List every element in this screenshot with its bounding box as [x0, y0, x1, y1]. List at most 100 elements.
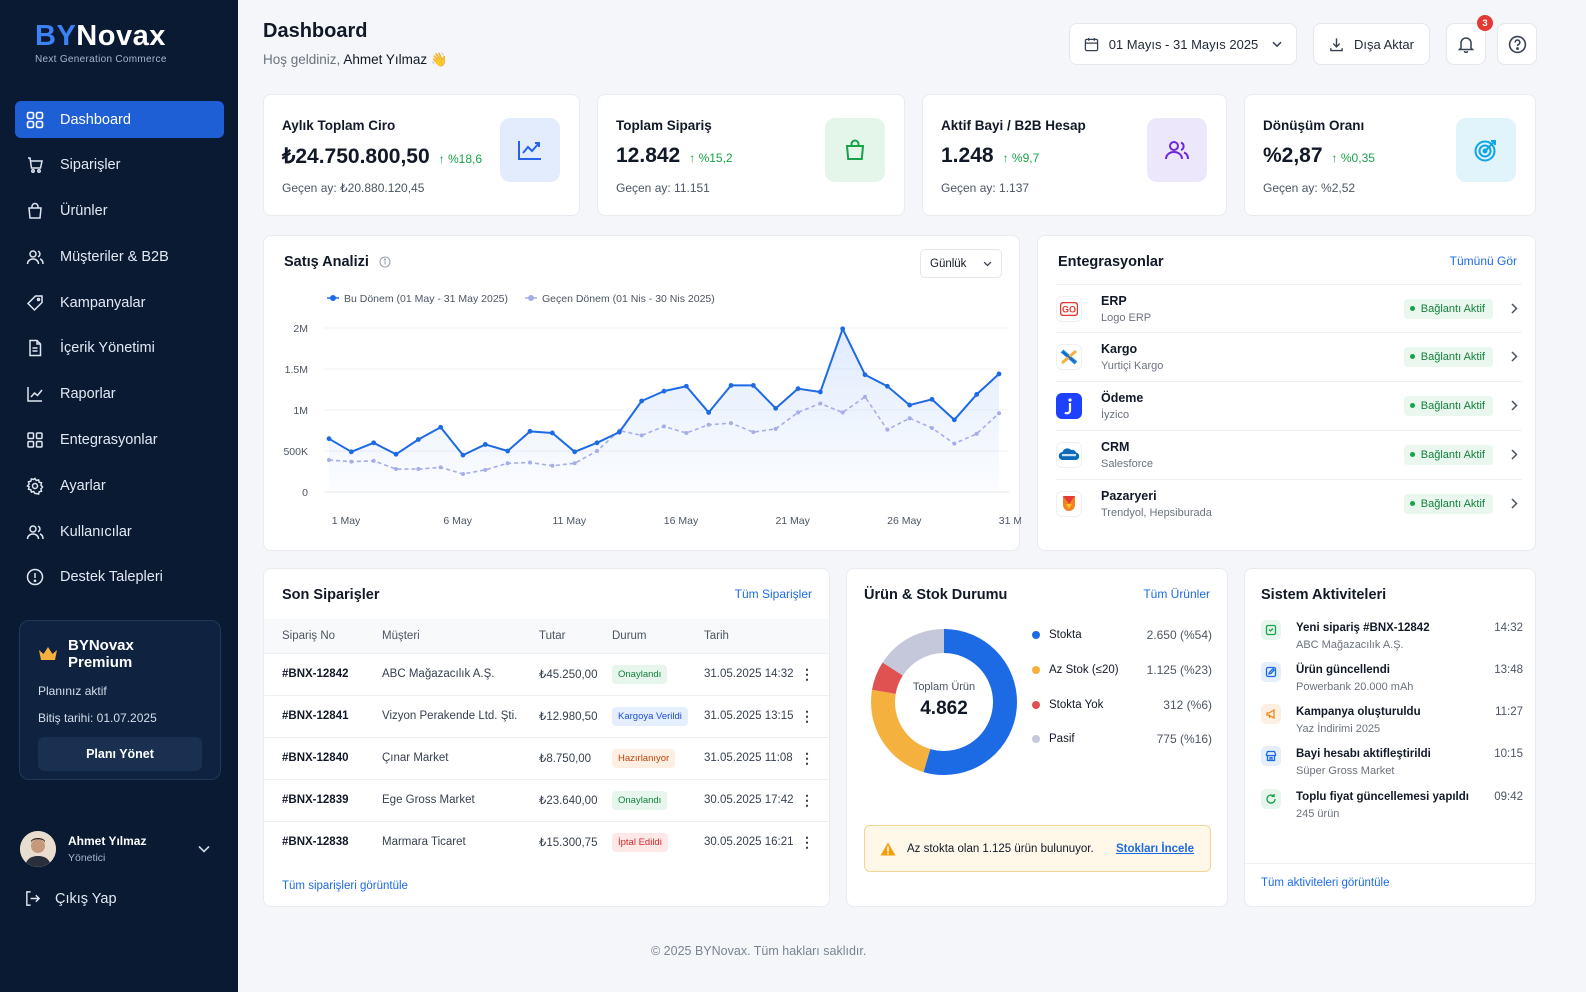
more-vertical-icon[interactable]: ⋮ — [800, 749, 814, 766]
order-number[interactable]: #BNX-12838 — [264, 820, 382, 863]
sidebar-item-reports[interactable]: Raporlar — [15, 376, 224, 413]
integration-row[interactable]: Pazaryeri Trendyol, Hepsiburada Bağlantı … — [1056, 479, 1522, 527]
previous-period-point — [684, 430, 689, 435]
all-products-link[interactable]: Tüm Ürünler — [1143, 587, 1210, 601]
sidebar-item-customers[interactable]: Müşteriler & B2B — [15, 238, 224, 275]
previous-period-point — [907, 416, 912, 421]
donut-segment[interactable] — [871, 629, 1017, 775]
column-header[interactable]: Müşteri — [382, 619, 539, 653]
previous-period-point — [840, 410, 845, 415]
sidebar-item-orders[interactable]: Siparişler — [15, 147, 224, 184]
date-range-label: 01 Mayıs - 31 Mayıs 2025 — [1108, 36, 1259, 52]
integration-row[interactable]: Kargo Yurtiçi Kargo Bağlantı Aktif — [1056, 332, 1522, 380]
more-vertical-icon[interactable]: ⋮ — [800, 791, 814, 808]
status-dot — [1409, 501, 1415, 506]
order-number[interactable]: #BNX-12842 — [264, 652, 382, 695]
column-header[interactable]: Sipariş No — [264, 619, 382, 653]
current-period-point — [371, 440, 377, 446]
activity-item[interactable]: Bayi hesabı aktifleştirildi Süper Gross M… — [1261, 746, 1523, 777]
table-row[interactable]: #BNX-12840 Çınar Market ₺8.750,00 Hazırl… — [264, 736, 829, 779]
column-header[interactable]: Durum — [612, 619, 704, 653]
sidebar-item-products[interactable]: Ürünler — [15, 193, 224, 230]
legend-item: Pasif 775 (%16) — [1032, 732, 1212, 746]
activity-item[interactable]: Kampanya oluşturuldu Yaz İndirimi 2025 11… — [1261, 704, 1523, 735]
integration-row[interactable]: CRM Salesforce Bağlantı Aktif — [1056, 430, 1522, 478]
activity-time: 11:27 — [1495, 706, 1523, 718]
sidebar-item-content[interactable]: İçerik Yönetimi — [15, 330, 224, 367]
manage-plan-button[interactable]: Planı Yönet — [38, 737, 202, 771]
sidebar-item-label: Raporlar — [60, 386, 116, 403]
chevron-right-icon[interactable] — [1511, 498, 1518, 509]
notifications-button[interactable]: 3 — [1446, 15, 1493, 65]
x-tick-label: 1 May — [332, 515, 361, 527]
order-number[interactable]: #BNX-12839 — [264, 778, 382, 821]
sidebar-item-users[interactable]: Kullanıcılar — [15, 513, 224, 550]
integration-row[interactable]: Ödeme İyzico Bağlantı Aktif — [1056, 381, 1522, 429]
chevron-right-icon[interactable] — [1511, 449, 1518, 460]
status-text: Bağlantı Aktif — [1420, 302, 1485, 315]
view-all-orders-link[interactable]: Tüm siparişleri görüntüle — [282, 880, 408, 892]
view-all-activities-link[interactable]: Tüm aktiviteleri görüntüle — [1261, 877, 1390, 889]
column-header[interactable]: Tarih — [704, 619, 800, 653]
more-vertical-icon[interactable]: ⋮ — [800, 707, 814, 724]
yurtici-kargo-icon — [1056, 343, 1082, 370]
date-range-picker[interactable]: 01 Mayıs - 31 Mayıs 2025 — [1069, 23, 1297, 65]
period-select[interactable]: Günlük — [920, 249, 1002, 278]
view-all-integrations-link[interactable]: Tümünü Gör — [1449, 254, 1517, 268]
activity-detail: 245 ürün — [1296, 808, 1340, 820]
donut-center-label: Toplam Ürün — [912, 681, 976, 693]
table-row[interactable]: #BNX-12839 Ege Gross Market ₺23.640,00 O… — [264, 778, 829, 821]
sidebar-item-support[interactable]: Destek Talepleri — [15, 559, 224, 596]
chevron-right-icon[interactable] — [1511, 303, 1518, 314]
activity-item[interactable]: Yeni sipariş #BNX-12842 ABC Mağazacılık A… — [1261, 620, 1523, 651]
activity-item[interactable]: Toplu fiyat güncellemesi yapıldı 245 ürün… — [1261, 789, 1523, 820]
all-orders-link[interactable]: Tüm Siparişler — [734, 587, 812, 601]
logo-by: BY — [35, 20, 77, 52]
current-period-point — [661, 388, 667, 394]
logout-button[interactable]: Çıkış Yap — [24, 890, 117, 907]
previous-period-point — [863, 394, 867, 399]
integration-name: Kargo — [1101, 341, 1138, 356]
previous-period-point — [505, 461, 510, 466]
chevron-down-icon[interactable] — [198, 845, 210, 853]
megaphone-icon — [1261, 704, 1281, 724]
sidebar-item-dashboard[interactable]: Dashboard — [15, 101, 224, 138]
donut-segment[interactable] — [871, 629, 1017, 775]
current-period-point — [527, 428, 533, 434]
integrations-title: Entegrasyonlar — [1058, 254, 1164, 270]
brand-logo[interactable]: BYNovax Next Generation Commerce — [35, 20, 167, 66]
export-button[interactable]: Dışa Aktar — [1313, 23, 1430, 65]
kpi-delta-text: %0,35 — [1340, 151, 1375, 165]
table-row[interactable]: #BNX-12841 Vizyon Perakende Ltd. Şti. ₺1… — [264, 694, 829, 737]
review-stock-link[interactable]: Stokları İncele — [1116, 842, 1194, 855]
help-button[interactable] — [1497, 23, 1537, 65]
chevron-right-icon[interactable] — [1511, 351, 1518, 362]
more-vertical-icon[interactable]: ⋮ — [800, 665, 814, 682]
blocks-icon — [25, 430, 45, 450]
calendar-icon — [1084, 37, 1099, 52]
more-vertical-icon[interactable]: ⋮ — [800, 833, 814, 850]
status-badge: İptal Edildi — [612, 832, 668, 852]
user-profile[interactable]: Ahmet Yılmaz Yönetici — [20, 831, 220, 867]
previous-period-point — [796, 410, 800, 415]
integration-row[interactable]: GO ERP Logo ERP Bağlantı Aktif — [1056, 284, 1522, 332]
chevron-right-icon[interactable] — [1511, 400, 1518, 411]
sidebar-item-settings[interactable]: Ayarlar — [15, 467, 224, 504]
table-row[interactable]: #BNX-12838 Marmara Ticaret ₺15.300,75 İp… — [264, 820, 829, 863]
order-number[interactable]: #BNX-12841 — [264, 694, 382, 737]
column-header[interactable]: Tutar — [539, 619, 612, 653]
table-row[interactable]: #BNX-12842 ABC Mağazacılık A.Ş. ₺45.250,… — [264, 652, 829, 695]
sidebar-item-campaigns[interactable]: Kampanyalar — [15, 284, 224, 321]
previous-period-point — [997, 411, 1001, 416]
x-tick-label: 6 May — [443, 515, 472, 527]
activity-item[interactable]: Ürün güncellendi Powerbank 20.000 mAh 13:… — [1261, 662, 1523, 693]
status-badge: Bağlantı Aktif — [1403, 493, 1493, 514]
order-number[interactable]: #BNX-12840 — [264, 736, 382, 779]
column-header-actions — [800, 619, 829, 653]
sidebar-item-integrations[interactable]: Entegrasyonlar — [15, 422, 224, 459]
current-period-point — [884, 383, 890, 389]
legend-dot — [1032, 735, 1040, 743]
current-period-point — [728, 383, 734, 388]
info-icon[interactable] — [379, 256, 391, 268]
kpi-value-text: ₺24.750.800,50 — [282, 145, 430, 168]
